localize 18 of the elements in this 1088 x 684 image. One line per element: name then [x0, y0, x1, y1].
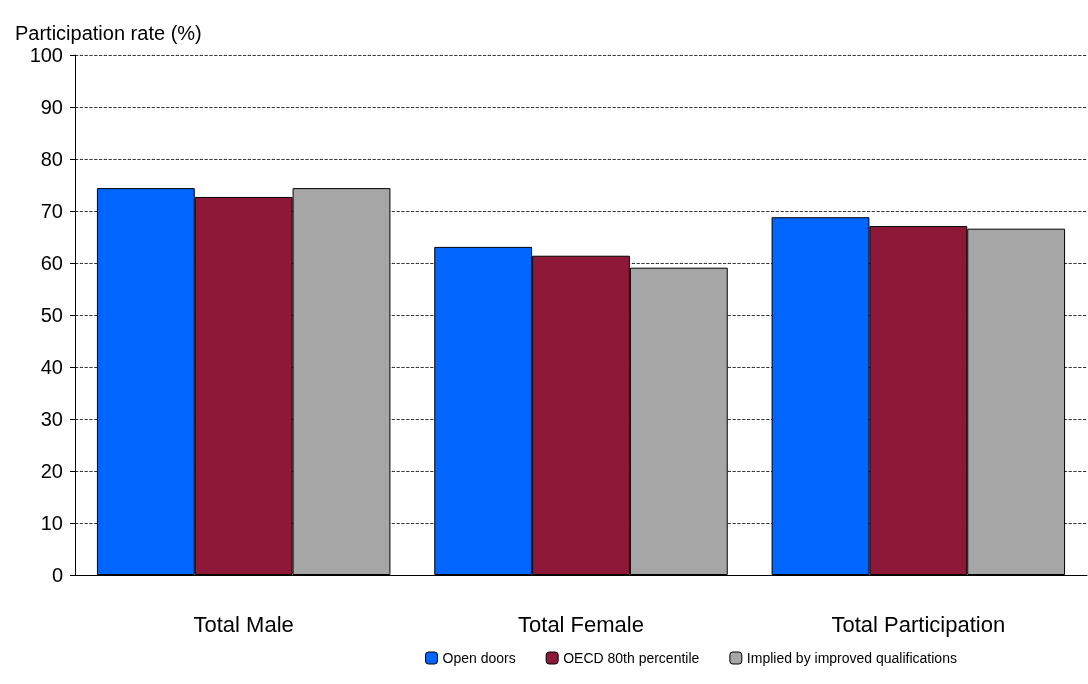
- y-tick-label: 0: [51, 564, 63, 586]
- y-tick-label: 10: [40, 512, 63, 534]
- y-axis-title: Participation rate (%): [15, 22, 202, 44]
- y-tick-label: 90: [40, 96, 63, 118]
- y-tick-label: 30: [40, 408, 63, 430]
- y-tick-label: 40: [40, 356, 63, 378]
- x-tick-label: Total Female: [518, 611, 644, 637]
- y-tick-label: 50: [40, 304, 63, 326]
- y-tick-label: 60: [40, 252, 63, 274]
- legend-label: Implied by improved qualifications: [746, 650, 957, 666]
- y-tick-label: 20: [40, 460, 63, 482]
- y-tick-label: 100: [29, 44, 63, 66]
- x-tick-label: Total Participation: [831, 611, 1006, 637]
- y-tick-label: 70: [40, 200, 63, 222]
- legend-label: Open doors: [442, 650, 516, 666]
- legend-label: OECD 80th percentile: [563, 650, 700, 666]
- x-tick-label: Total Male: [193, 611, 294, 637]
- y-tick-label: 80: [40, 148, 63, 170]
